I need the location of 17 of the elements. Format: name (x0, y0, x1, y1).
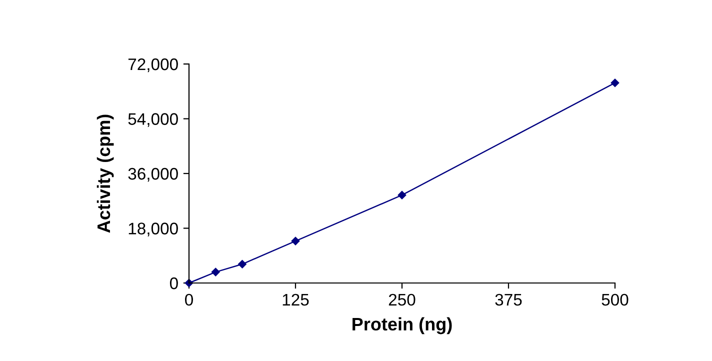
y-tick-label: 54,000 (128, 113, 178, 127)
y-tick-label: 72,000 (128, 58, 178, 72)
y-tick-label: 0 (170, 277, 178, 290)
point (291, 236, 300, 246)
point (211, 268, 220, 276)
x-tick-label: 125 (282, 294, 309, 306)
point (398, 190, 406, 200)
y-tick-label: 18,000 (128, 222, 178, 236)
y-axis-title: Activity (cpm) (96, 114, 114, 233)
x-axis-title: Protein (ng) (352, 317, 452, 334)
x-tick-label: 0 (185, 294, 193, 306)
x-tick-label: 375 (495, 294, 522, 306)
x-tick-label: 250 (388, 294, 416, 306)
point (238, 260, 246, 268)
point (610, 78, 620, 87)
y-tick-label: 36,000 (128, 168, 178, 182)
x-tick-label: 500 (602, 294, 628, 306)
